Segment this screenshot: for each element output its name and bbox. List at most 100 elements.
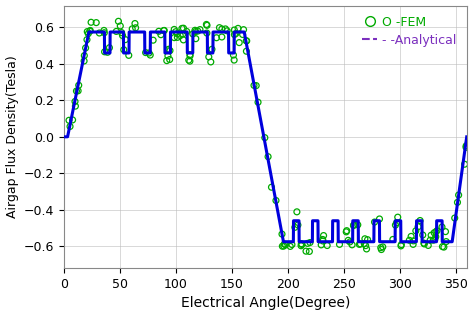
Point	[234, 26, 242, 31]
Point	[412, 228, 419, 234]
X-axis label: Electrical Angle(Degree): Electrical Angle(Degree)	[181, 296, 350, 310]
Point	[420, 241, 428, 246]
Point	[281, 241, 288, 246]
Point	[160, 28, 168, 33]
Point	[83, 29, 91, 34]
Point	[319, 239, 327, 244]
Point	[431, 237, 438, 242]
Point	[288, 242, 296, 247]
Point	[239, 32, 246, 37]
Point	[176, 33, 184, 38]
Point	[302, 249, 310, 254]
Point	[377, 245, 384, 250]
Point	[125, 53, 133, 58]
Point	[427, 238, 434, 243]
Point	[100, 28, 108, 33]
Point	[336, 242, 343, 247]
Point	[74, 88, 82, 93]
Point	[410, 238, 417, 243]
Point	[232, 31, 240, 36]
Point	[356, 242, 363, 247]
Point	[432, 234, 439, 239]
Point	[252, 83, 260, 88]
Point	[171, 27, 178, 32]
Point	[196, 27, 204, 32]
Point	[160, 28, 167, 33]
Point	[278, 232, 286, 237]
Point	[343, 228, 350, 233]
Y-axis label: Airgap Flux Density(Tesla): Airgap Flux Density(Tesla)	[6, 56, 18, 218]
Point	[323, 243, 331, 248]
Point	[218, 34, 226, 40]
Point	[438, 224, 446, 229]
Point	[254, 100, 262, 105]
Point	[230, 27, 238, 33]
Point	[264, 154, 272, 159]
Point	[157, 32, 164, 37]
Point	[342, 229, 350, 234]
Point	[462, 145, 470, 150]
Point	[172, 29, 180, 34]
Point	[318, 242, 325, 247]
Legend: O -FEM, - -Analytical: O -FEM, - -Analytical	[359, 12, 460, 50]
Point	[360, 241, 368, 246]
Point	[420, 240, 428, 246]
Point	[186, 53, 194, 58]
Point	[298, 242, 306, 247]
Point	[268, 185, 275, 190]
Point	[236, 40, 243, 45]
Point	[82, 46, 90, 51]
Point	[286, 244, 294, 249]
Point	[354, 222, 362, 228]
Point	[297, 243, 305, 248]
Point	[80, 58, 88, 64]
Point	[171, 35, 178, 40]
Point	[180, 37, 187, 42]
Point	[128, 26, 136, 31]
Point	[191, 29, 199, 34]
Point	[240, 27, 247, 32]
Point	[293, 209, 301, 214]
Point	[117, 23, 124, 28]
Point	[203, 23, 211, 28]
Point	[87, 20, 95, 25]
Point	[424, 243, 432, 248]
Point	[131, 21, 139, 26]
Point	[112, 29, 120, 34]
Point	[180, 26, 187, 31]
Point	[428, 233, 435, 238]
Point	[432, 229, 440, 234]
Point	[272, 198, 280, 203]
Point	[442, 229, 449, 234]
Point	[72, 104, 79, 109]
Point	[192, 36, 200, 41]
Point	[155, 29, 163, 34]
Point	[118, 33, 126, 38]
Point	[440, 245, 447, 250]
Point	[207, 59, 215, 64]
Point	[394, 215, 401, 220]
Point	[376, 216, 383, 222]
Point	[393, 220, 401, 225]
Point	[149, 38, 157, 43]
Point	[350, 222, 357, 228]
Point	[86, 28, 94, 33]
Point	[346, 240, 354, 245]
Point	[455, 192, 463, 198]
Point	[186, 52, 194, 57]
Point	[202, 22, 210, 27]
Point	[222, 27, 229, 32]
Point	[298, 241, 305, 246]
Point	[118, 30, 126, 35]
Point	[115, 19, 122, 24]
Point	[86, 29, 94, 34]
Point	[461, 162, 468, 167]
Point	[291, 225, 299, 230]
Point	[261, 135, 269, 140]
Point	[282, 242, 289, 247]
Point	[345, 238, 352, 243]
Point	[191, 28, 199, 33]
Point	[145, 51, 153, 56]
Point	[438, 244, 446, 249]
Point	[75, 83, 82, 88]
